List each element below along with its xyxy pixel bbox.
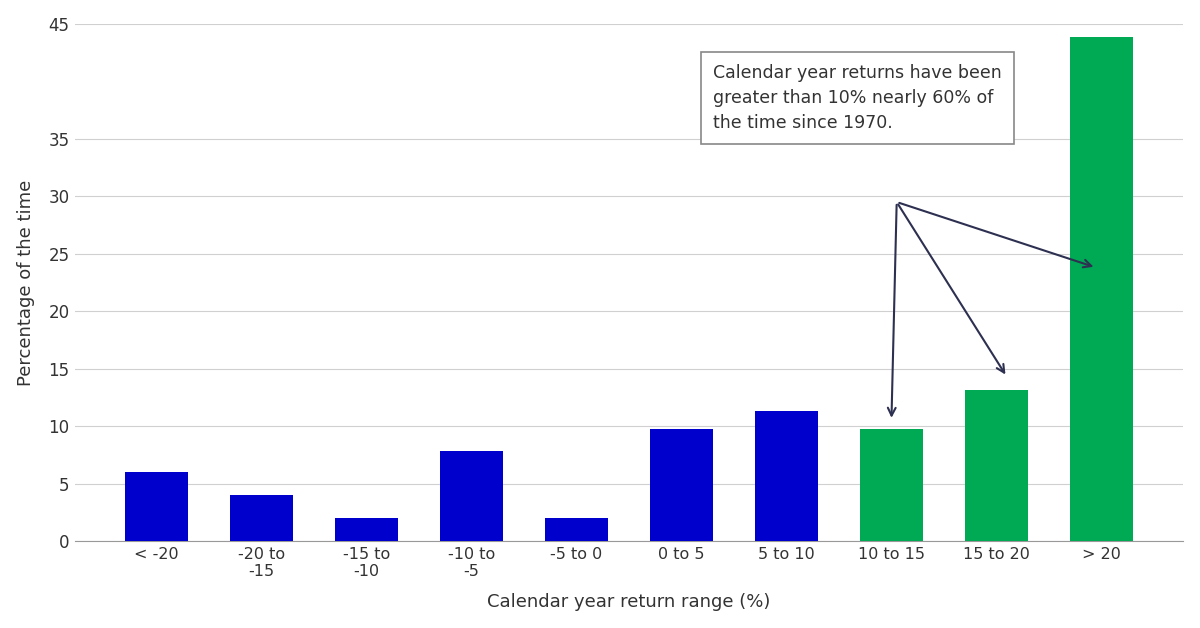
Bar	[1070, 38, 1133, 541]
Bar	[335, 519, 398, 541]
Bar	[545, 519, 608, 541]
Bar	[440, 450, 503, 541]
Text: Calendar year returns have been
greater than 10% nearly 60% of
the time since 19: Calendar year returns have been greater …	[713, 64, 1002, 132]
X-axis label: Calendar year return range (%): Calendar year return range (%)	[487, 593, 770, 611]
Y-axis label: Percentage of the time: Percentage of the time	[17, 180, 35, 386]
Bar	[860, 429, 923, 541]
Bar	[650, 429, 713, 541]
Bar	[230, 495, 293, 541]
Bar	[125, 472, 188, 541]
Bar	[755, 411, 818, 541]
Bar	[965, 389, 1028, 541]
